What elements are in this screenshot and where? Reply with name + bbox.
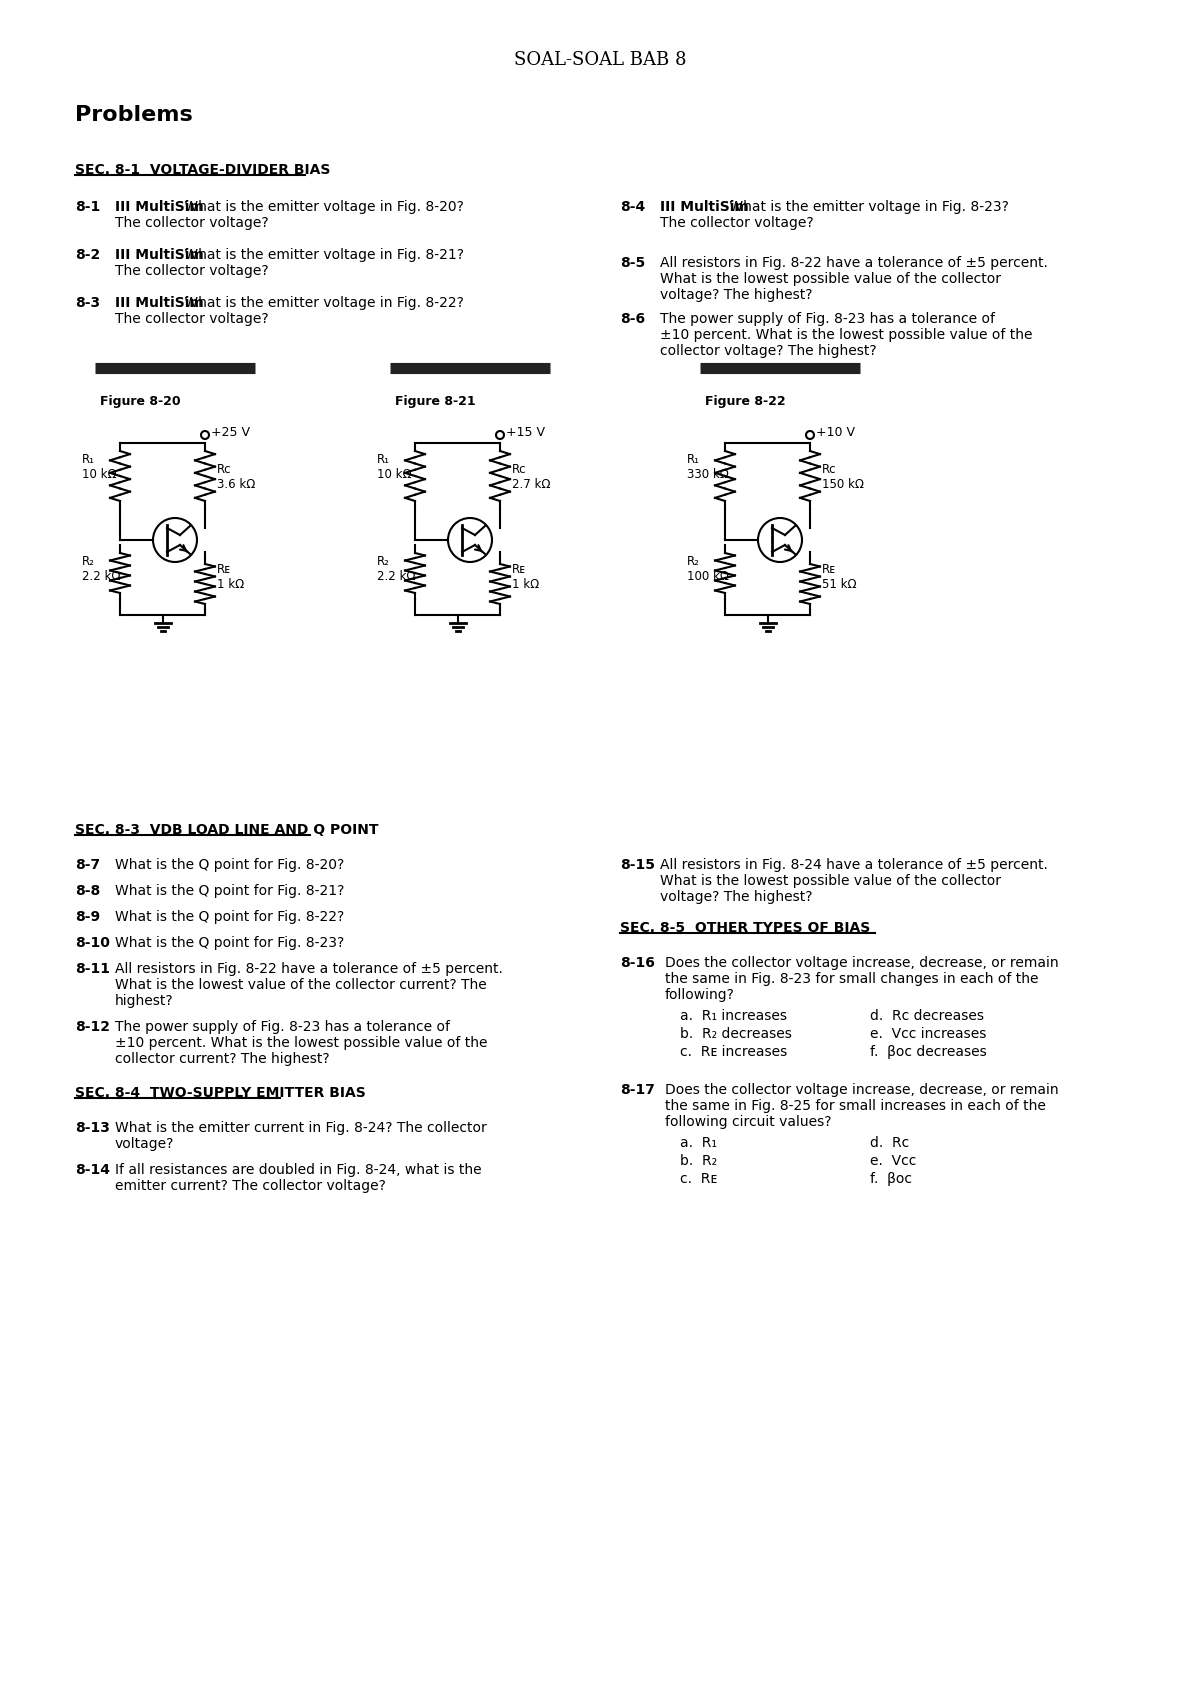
Text: What is the emitter voltage in Fig. 8-23?: What is the emitter voltage in Fig. 8-23… — [725, 200, 1009, 214]
Text: 8-11: 8-11 — [74, 962, 110, 976]
Text: R₂
100 kΩ: R₂ 100 kΩ — [686, 555, 730, 584]
Text: Rᴄ
150 kΩ: Rᴄ 150 kΩ — [822, 463, 864, 490]
Text: a.  R₁ increases: a. R₁ increases — [680, 1010, 787, 1023]
Text: the same in Fig. 8-23 for small changes in each of the: the same in Fig. 8-23 for small changes … — [665, 972, 1038, 986]
Text: What is the lowest possible value of the collector: What is the lowest possible value of the… — [660, 874, 1001, 888]
Text: highest?: highest? — [115, 994, 174, 1008]
Text: III MultiSim: III MultiSim — [660, 200, 749, 214]
Text: If all resistances are doubled in Fig. 8-24, what is the: If all resistances are doubled in Fig. 8… — [115, 1162, 481, 1178]
Text: SEC. 8-5  OTHER TYPES OF BIAS: SEC. 8-5 OTHER TYPES OF BIAS — [620, 921, 870, 935]
Text: b.  R₂ decreases: b. R₂ decreases — [680, 1027, 792, 1040]
Text: 8-13: 8-13 — [74, 1122, 110, 1135]
Text: What is the emitter voltage in Fig. 8-22?: What is the emitter voltage in Fig. 8-22… — [180, 295, 464, 311]
Text: The power supply of Fig. 8-23 has a tolerance of: The power supply of Fig. 8-23 has a tole… — [115, 1020, 450, 1033]
Text: R₂
2.2 kΩ: R₂ 2.2 kΩ — [82, 555, 120, 584]
Text: All resistors in Fig. 8-24 have a tolerance of ±5 percent.: All resistors in Fig. 8-24 have a tolera… — [660, 859, 1048, 872]
Text: The collector voltage?: The collector voltage? — [660, 216, 814, 231]
Text: Rᴇ
51 kΩ: Rᴇ 51 kΩ — [822, 563, 857, 591]
Text: What is the Q point for Fig. 8-20?: What is the Q point for Fig. 8-20? — [115, 859, 344, 872]
Text: III MultiSim: III MultiSim — [115, 200, 204, 214]
Text: voltage?: voltage? — [115, 1137, 174, 1151]
Text: SEC. 8-1  VOLTAGE-DIVIDER BIAS: SEC. 8-1 VOLTAGE-DIVIDER BIAS — [74, 163, 330, 176]
Text: All resistors in Fig. 8-22 have a tolerance of ±5 percent.: All resistors in Fig. 8-22 have a tolera… — [660, 256, 1048, 270]
Text: Rᴇ
1 kΩ: Rᴇ 1 kΩ — [217, 563, 245, 591]
Text: Figure 8-20: Figure 8-20 — [100, 395, 181, 407]
Text: Rᴄ
3.6 kΩ: Rᴄ 3.6 kΩ — [217, 463, 256, 490]
Text: What is the lowest value of the collector current? The: What is the lowest value of the collecto… — [115, 977, 487, 993]
Text: 8-2: 8-2 — [74, 248, 101, 261]
Text: What is the emitter voltage in Fig. 8-20?: What is the emitter voltage in Fig. 8-20… — [180, 200, 464, 214]
Text: 8-1: 8-1 — [74, 200, 101, 214]
Text: What is the emitter voltage in Fig. 8-21?: What is the emitter voltage in Fig. 8-21… — [180, 248, 464, 261]
Text: emitter current? The collector voltage?: emitter current? The collector voltage? — [115, 1179, 386, 1193]
Text: The collector voltage?: The collector voltage? — [115, 265, 269, 278]
Text: +10 V: +10 V — [816, 426, 854, 438]
Text: b.  R₂: b. R₂ — [680, 1154, 718, 1168]
Text: d.  Rᴄ decreases: d. Rᴄ decreases — [870, 1010, 984, 1023]
Text: a.  R₁: a. R₁ — [680, 1135, 718, 1151]
Text: Problems: Problems — [74, 105, 193, 126]
Text: 8-3: 8-3 — [74, 295, 100, 311]
Text: 8-14: 8-14 — [74, 1162, 110, 1178]
Text: 8-10: 8-10 — [74, 937, 110, 950]
Text: 8-7: 8-7 — [74, 859, 100, 872]
Text: 8-17: 8-17 — [620, 1083, 655, 1096]
Text: SOAL-SOAL BAB 8: SOAL-SOAL BAB 8 — [514, 51, 686, 70]
Text: ±10 percent. What is the lowest possible value of the: ±10 percent. What is the lowest possible… — [660, 328, 1032, 343]
Text: 8-4: 8-4 — [620, 200, 646, 214]
Text: ±10 percent. What is the lowest possible value of the: ±10 percent. What is the lowest possible… — [115, 1035, 487, 1050]
Text: e.  Vᴄᴄ: e. Vᴄᴄ — [870, 1154, 917, 1168]
Text: What is the Q point for Fig. 8-22?: What is the Q point for Fig. 8-22? — [115, 910, 344, 923]
Text: Does the collector voltage increase, decrease, or remain: Does the collector voltage increase, dec… — [665, 955, 1058, 971]
Text: Rᴇ
1 kΩ: Rᴇ 1 kΩ — [512, 563, 539, 591]
Text: What is the Q point for Fig. 8-23?: What is the Q point for Fig. 8-23? — [115, 937, 344, 950]
Text: the same in Fig. 8-25 for small increases in each of the: the same in Fig. 8-25 for small increase… — [665, 1100, 1046, 1113]
Text: The collector voltage?: The collector voltage? — [115, 312, 269, 326]
Text: 8-9: 8-9 — [74, 910, 100, 923]
Text: 8-12: 8-12 — [74, 1020, 110, 1033]
Text: f.  βᴏᴄ decreases: f. βᴏᴄ decreases — [870, 1045, 986, 1059]
Text: 8-6: 8-6 — [620, 312, 646, 326]
Text: c.  Rᴇ increases: c. Rᴇ increases — [680, 1045, 787, 1059]
Text: What is the emitter current in Fig. 8-24? The collector: What is the emitter current in Fig. 8-24… — [115, 1122, 487, 1135]
Text: R₂
2.2 kΩ: R₂ 2.2 kΩ — [377, 555, 415, 584]
Text: d.  Rᴄ: d. Rᴄ — [870, 1135, 910, 1151]
Text: R₁
10 kΩ: R₁ 10 kΩ — [82, 453, 116, 480]
Text: 8-8: 8-8 — [74, 884, 101, 898]
Text: What is the Q point for Fig. 8-21?: What is the Q point for Fig. 8-21? — [115, 884, 344, 898]
Text: 8-5: 8-5 — [620, 256, 646, 270]
Text: Rᴄ
2.7 kΩ: Rᴄ 2.7 kΩ — [512, 463, 551, 490]
Text: What is the lowest possible value of the collector: What is the lowest possible value of the… — [660, 272, 1001, 287]
Text: SEC. 8-4  TWO-SUPPLY EMITTER BIAS: SEC. 8-4 TWO-SUPPLY EMITTER BIAS — [74, 1086, 366, 1100]
Text: All resistors in Fig. 8-22 have a tolerance of ±5 percent.: All resistors in Fig. 8-22 have a tolera… — [115, 962, 503, 976]
Text: e.  Vᴄᴄ increases: e. Vᴄᴄ increases — [870, 1027, 986, 1040]
Text: f.  βᴏᴄ: f. βᴏᴄ — [870, 1173, 912, 1186]
Text: III MultiSim: III MultiSim — [115, 248, 204, 261]
Text: Figure 8-21: Figure 8-21 — [395, 395, 475, 407]
Text: voltage? The highest?: voltage? The highest? — [660, 288, 812, 302]
Text: R₁
10 kΩ: R₁ 10 kΩ — [377, 453, 412, 480]
Text: collector current? The highest?: collector current? The highest? — [115, 1052, 330, 1066]
Text: 8-16: 8-16 — [620, 955, 655, 971]
Text: collector voltage? The highest?: collector voltage? The highest? — [660, 344, 877, 358]
Text: The power supply of Fig. 8-23 has a tolerance of: The power supply of Fig. 8-23 has a tole… — [660, 312, 995, 326]
Text: +15 V: +15 V — [506, 426, 545, 438]
Text: 8-15: 8-15 — [620, 859, 655, 872]
Text: following?: following? — [665, 988, 734, 1001]
Text: III MultiSim: III MultiSim — [115, 295, 204, 311]
Text: voltage? The highest?: voltage? The highest? — [660, 889, 812, 905]
Text: SEC. 8-3  VDB LOAD LINE AND Q POINT: SEC. 8-3 VDB LOAD LINE AND Q POINT — [74, 823, 378, 837]
Text: following circuit values?: following circuit values? — [665, 1115, 832, 1129]
Text: R₁
330 kΩ: R₁ 330 kΩ — [686, 453, 728, 480]
Text: Figure 8-22: Figure 8-22 — [706, 395, 786, 407]
Text: +25 V: +25 V — [211, 426, 250, 438]
Text: The collector voltage?: The collector voltage? — [115, 216, 269, 231]
Text: Does the collector voltage increase, decrease, or remain: Does the collector voltage increase, dec… — [665, 1083, 1058, 1096]
Text: c.  Rᴇ: c. Rᴇ — [680, 1173, 718, 1186]
